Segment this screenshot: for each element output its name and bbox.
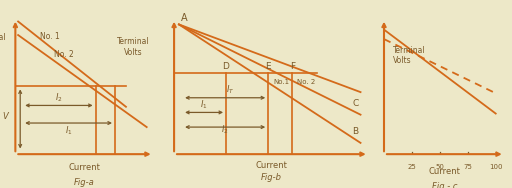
Text: 75: 75	[463, 164, 472, 170]
Text: No. 2: No. 2	[54, 50, 74, 59]
Text: No.1: No.1	[273, 79, 289, 85]
Text: Fig-a: Fig-a	[74, 178, 95, 187]
Text: Terminal
Volts: Terminal Volts	[0, 33, 7, 53]
Text: $I_T$: $I_T$	[226, 83, 234, 96]
Text: Fig - c: Fig - c	[432, 182, 457, 188]
Text: $I_1$: $I_1$	[65, 125, 72, 137]
Text: $I_2$: $I_2$	[221, 124, 229, 136]
Text: C: C	[352, 99, 359, 108]
Text: B: B	[352, 127, 358, 136]
Text: $I_1$: $I_1$	[200, 98, 208, 111]
Text: E: E	[265, 62, 271, 71]
Text: No. 2: No. 2	[297, 79, 315, 85]
Text: 100: 100	[489, 164, 502, 170]
Text: 25: 25	[408, 164, 416, 170]
Text: Current: Current	[429, 168, 460, 177]
Text: A: A	[181, 13, 187, 23]
Text: Fig-b: Fig-b	[261, 173, 282, 182]
Text: No. 1: No. 1	[40, 32, 60, 41]
Text: V: V	[3, 112, 9, 121]
Text: Terminal
Volts: Terminal Volts	[117, 37, 150, 57]
Text: Terminal
Volts: Terminal Volts	[393, 46, 425, 65]
Text: $I_2$: $I_2$	[55, 92, 62, 104]
Text: 50: 50	[435, 164, 444, 170]
Text: Current: Current	[69, 163, 100, 172]
Text: Current: Current	[255, 161, 287, 170]
Text: D: D	[223, 62, 229, 71]
Text: F: F	[290, 62, 295, 71]
